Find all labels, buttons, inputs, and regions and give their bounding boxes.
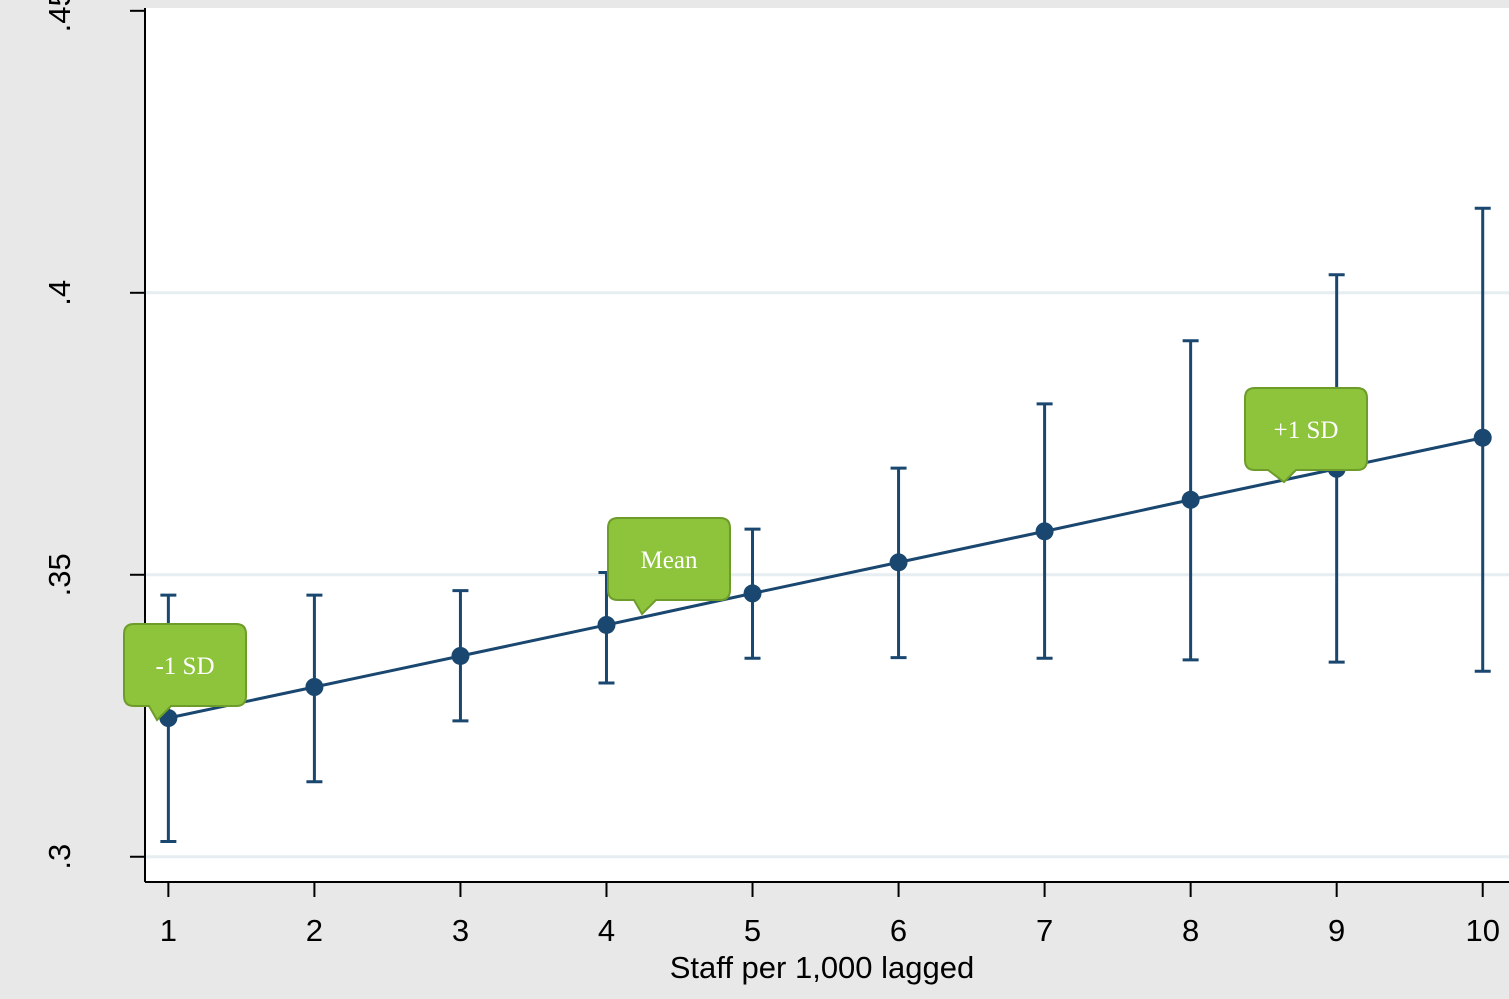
x-tick-label-4: 5 <box>744 913 761 948</box>
data-point-8 <box>1181 490 1200 509</box>
x-axis-title: Staff per 1,000 lagged <box>670 950 975 985</box>
x-tick-label-0: 1 <box>160 913 177 948</box>
data-point-3 <box>451 646 470 665</box>
x-tick-label-9: 10 <box>1465 913 1499 948</box>
data-point-6 <box>889 553 908 572</box>
callout-label: -1 SD <box>155 653 214 680</box>
callout-label: +1 SD <box>1274 417 1339 444</box>
callout-label: Mean <box>641 547 698 574</box>
callout-bubble <box>1244 387 1368 484</box>
x-tick-label-1: 2 <box>306 913 323 948</box>
data-point-5 <box>743 584 762 603</box>
x-tick-label-2: 3 <box>452 913 469 948</box>
x-tick-label-8: 9 <box>1328 913 1345 948</box>
data-point-4 <box>597 615 616 634</box>
y-tick-label-0: .3 <box>42 844 77 870</box>
callout-bubble <box>607 517 731 616</box>
y-tick-label-1: .35 <box>42 553 77 596</box>
callouts: -1 SD Mean +1 SD <box>123 387 1368 722</box>
callout-bubble <box>123 623 247 722</box>
x-tick-label-7: 8 <box>1182 913 1199 948</box>
x-tick-label-5: 6 <box>890 913 907 948</box>
data-point-10 <box>1473 428 1492 447</box>
data-point-7 <box>1035 522 1054 541</box>
gridlines <box>145 291 1509 859</box>
y-tick-label-3: .45 <box>42 0 77 32</box>
y-tick-label-2: .4 <box>42 280 77 306</box>
callout-1: -1 SD <box>123 623 247 722</box>
callout-3: +1 SD <box>1244 387 1368 484</box>
series-line <box>168 436 1484 720</box>
x-tick-label-3: 4 <box>598 913 615 948</box>
x-tick-label-6: 7 <box>1036 913 1053 948</box>
data-point-2 <box>305 678 324 696</box>
callout-2: Mean <box>607 517 731 616</box>
axes: .3 .35 .4 .45 1 2 3 4 5 6 7 8 9 10 <box>42 0 1509 948</box>
